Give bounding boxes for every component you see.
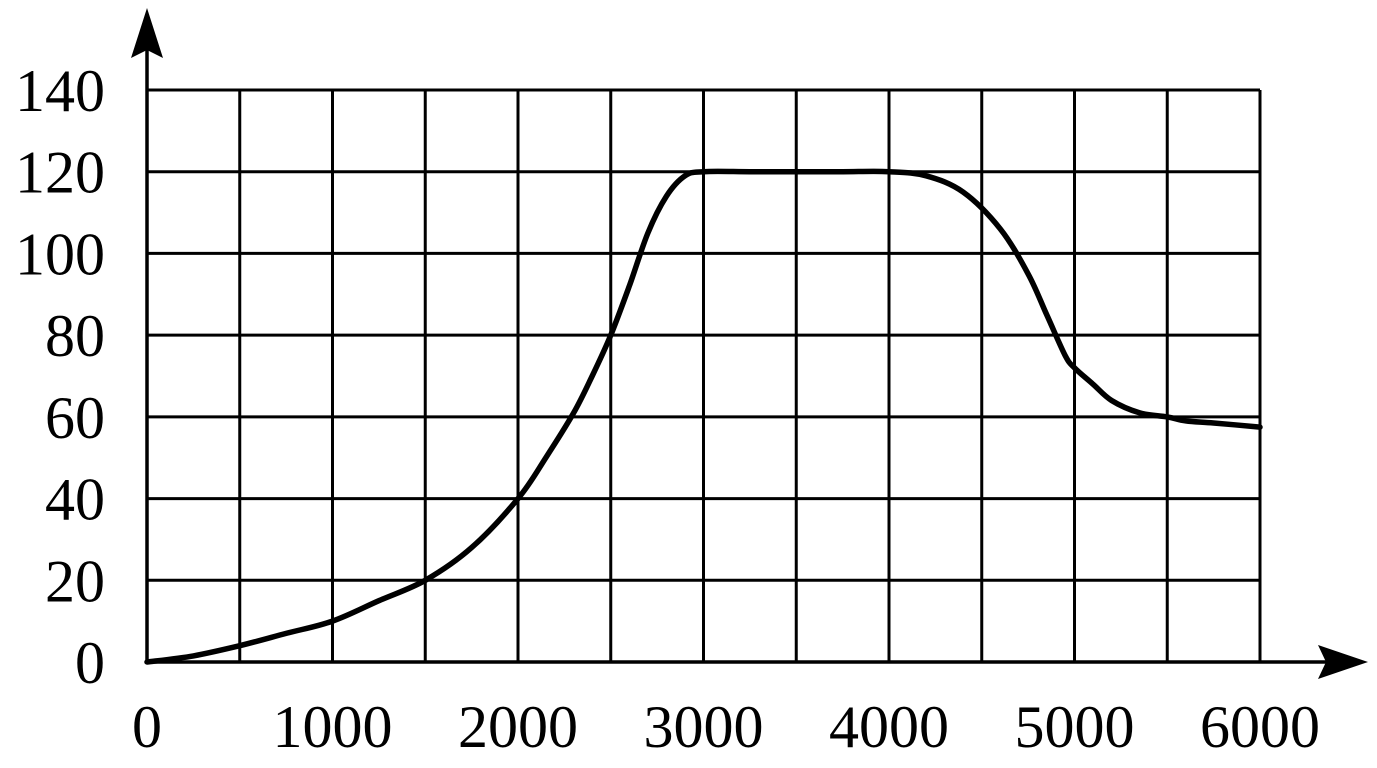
y-tick-label: 0: [75, 630, 105, 696]
series-layer: [144, 168, 1263, 665]
x-tick-label: 6000: [1200, 694, 1320, 760]
y-tick-label: 140: [15, 58, 105, 124]
y-tick-label: 20: [45, 548, 105, 614]
y-tick-label: 120: [15, 140, 105, 206]
x-tick-label: 5000: [1015, 694, 1135, 760]
x-tick-label: 1000: [273, 694, 393, 760]
series-line-0: [144, 168, 1263, 665]
grid: [147, 88, 1262, 662]
x-axis-arrow: [1318, 645, 1368, 679]
y-tick-label: 100: [15, 221, 105, 287]
axes: [131, 8, 1368, 679]
x-tick-label: 3000: [644, 694, 764, 760]
y-axis-arrow: [131, 8, 163, 58]
x-tick-label: 2000: [458, 694, 578, 760]
x-tick-label: 4000: [829, 694, 949, 760]
y-tick-label: 40: [45, 467, 105, 533]
x-tick-label: 0: [132, 694, 162, 760]
y-tick-label: 80: [45, 303, 105, 369]
tick-labels: 0 20 40 60 80 100 120 140 0 1000 2000 3000 4000 5000 6…: [15, 58, 1320, 760]
y-tick-label: 60: [45, 385, 105, 451]
